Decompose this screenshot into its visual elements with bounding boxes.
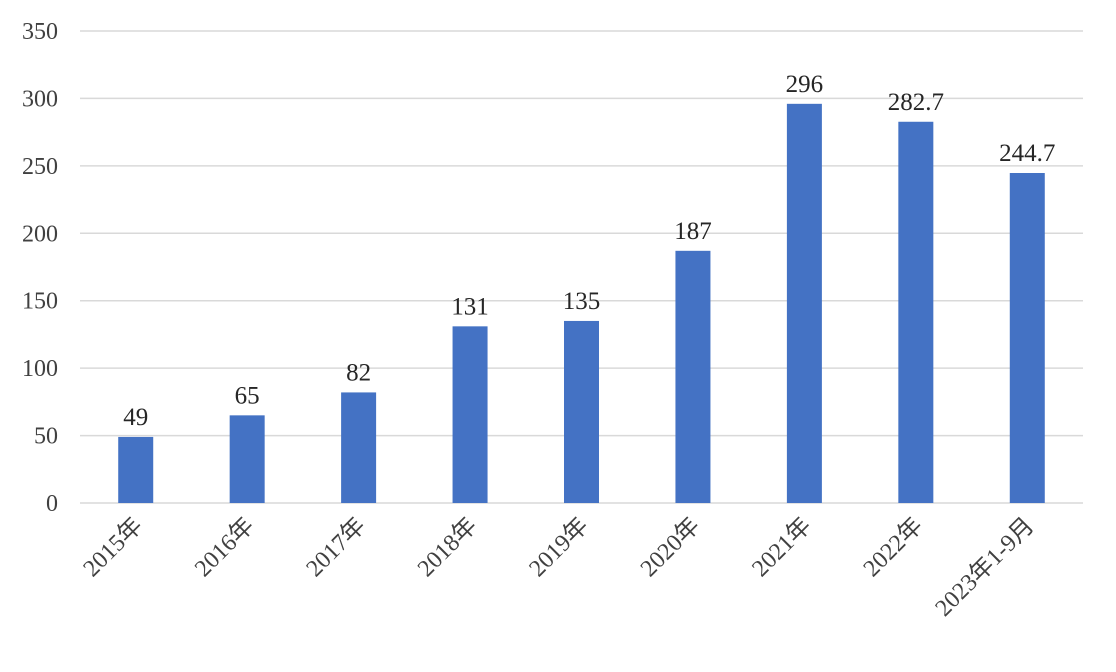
bar [452,326,488,503]
data-label: 49 [123,404,148,431]
x-tick-label: 2023年1-9月 [930,512,1040,622]
data-label: 282.7 [888,89,944,116]
y-tick-label: 50 [34,424,58,450]
y-tick-label: 300 [22,86,58,112]
y-tick-label: 0 [46,491,58,517]
x-tick-label: 2019年 [524,512,594,582]
bar [341,392,377,503]
bar [564,320,599,503]
x-tick-label: 2015年 [78,512,148,582]
x-tick-label: 2018年 [412,512,482,582]
bar [786,103,822,503]
x-tick-label: 2017年 [301,512,371,582]
y-tick-label: 200 [22,221,58,247]
y-tick-label: 150 [22,289,58,315]
x-tick-label: 2021年 [747,512,817,582]
bar [675,250,711,503]
data-label: 131 [451,293,489,320]
x-tick-label: 2016年 [189,512,259,582]
bar [1009,173,1045,503]
bar [118,436,154,503]
data-label: 187 [674,218,712,245]
bar [898,121,934,504]
data-label: 65 [235,382,260,409]
y-tick-label: 250 [22,154,58,180]
data-label: 296 [786,71,824,98]
bar [229,415,265,503]
x-tick-label: 2020年 [635,512,705,582]
x-tick-label: 2022年 [858,512,928,582]
data-label: 135 [563,288,601,315]
y-tick-label: 350 [22,19,58,45]
data-label: 82 [346,359,371,386]
data-label: 244.7 [999,140,1055,167]
y-tick-label: 100 [22,356,58,382]
